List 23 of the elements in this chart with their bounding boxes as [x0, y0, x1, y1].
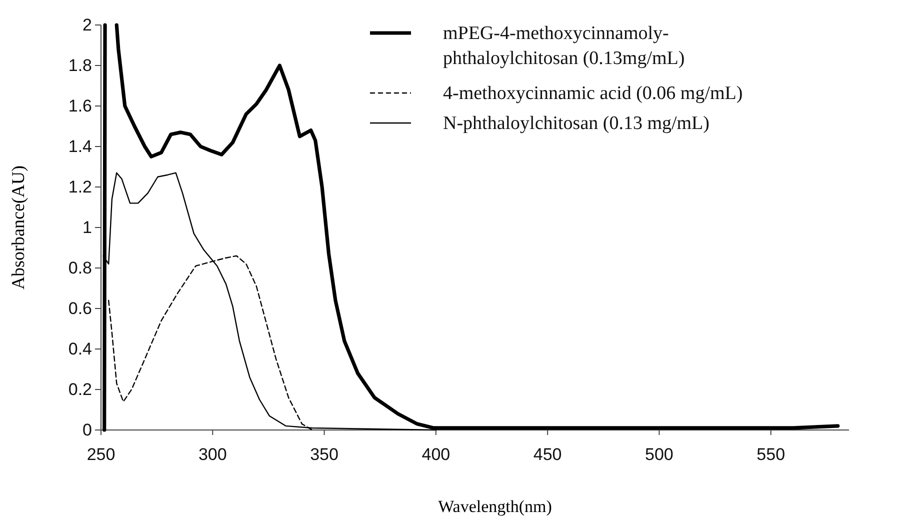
- y-tick-label: 0.4: [68, 339, 92, 358]
- x-tick-label: 250: [86, 445, 116, 464]
- y-tick-label: 1.8: [68, 56, 92, 75]
- legend-label: mPEG-4-methoxycinnamoly-phthaloylchitosan (0.13mg/mL): [443, 23, 685, 69]
- y-tick-label: 0.8: [68, 258, 92, 278]
- legend-label: N-phthaloylchitosan (0.13 mg/mL): [443, 113, 710, 134]
- y-tick-label: 0.2: [68, 380, 92, 399]
- y-tick-label: 0: [82, 420, 92, 440]
- x-tick-label: 450: [533, 445, 562, 464]
- y-tick-label: 1.4: [68, 136, 92, 156]
- x-tick-label: 400: [422, 445, 450, 464]
- y-tick-label: 1.2: [68, 177, 92, 196]
- y-tick-label: 1.6: [68, 96, 92, 116]
- x-tick-label: 550: [756, 445, 786, 464]
- x-axis-title: Wavelength(nm): [438, 497, 552, 516]
- x-tick-label: 300: [198, 445, 227, 464]
- y-tick-label: 1: [82, 218, 92, 237]
- x-tick-label: 350: [310, 445, 338, 464]
- y-tick-label: 0.6: [68, 298, 92, 318]
- y-tick-label: 2: [82, 15, 92, 34]
- y-axis-title: Absorbance(AU): [8, 166, 28, 290]
- x-tick-label: 500: [645, 445, 674, 464]
- legend-label: 4-methoxycinnamic acid (0.06 mg/mL): [443, 83, 743, 104]
